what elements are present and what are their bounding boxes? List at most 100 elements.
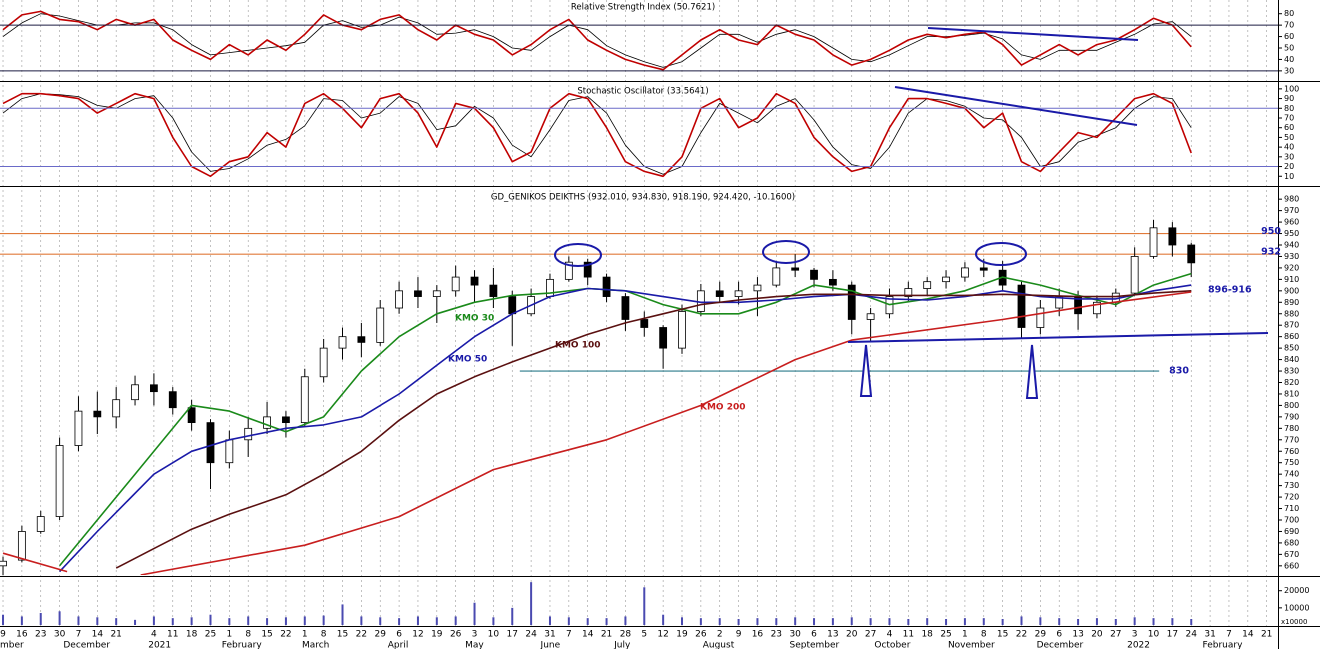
volume-bar	[96, 617, 99, 625]
y-tick-label: 950	[1284, 229, 1299, 238]
candle-body	[564, 261, 573, 280]
unit-label: x10000	[1281, 618, 1307, 626]
x-tick-label: 15	[337, 630, 348, 640]
volume-bar	[39, 613, 42, 625]
candle-body	[319, 347, 328, 378]
volume-bar	[662, 614, 665, 625]
volume-bar	[926, 618, 929, 625]
month-label: mber	[0, 641, 24, 649]
x-tick-label: 30	[54, 630, 66, 640]
volume-bar	[228, 618, 231, 625]
month-label: March	[302, 641, 329, 649]
y-tick-label: 780	[1284, 424, 1299, 433]
y-tick-label: 10	[1284, 172, 1294, 181]
candle-body	[866, 313, 875, 320]
x-tick-label: 1	[226, 630, 232, 640]
volume-bar	[963, 618, 966, 625]
candle-body	[74, 410, 83, 446]
x-tick-label: 1	[962, 630, 968, 640]
x-tick-label: 25	[940, 630, 951, 640]
volume-bar	[473, 602, 476, 625]
x-tick-label: 22	[356, 630, 367, 640]
volume-bar	[511, 607, 514, 625]
x-tick-label: 13	[1072, 630, 1083, 640]
panel	[2, 10, 1192, 71]
candle-body	[17, 531, 26, 561]
y-tick-label: 890	[1284, 298, 1299, 307]
x-tick-label: 21	[601, 630, 612, 640]
indicator-line	[2, 92, 1192, 178]
candle-body	[904, 288, 913, 297]
candle-body	[470, 276, 479, 286]
volume-bar	[115, 618, 118, 625]
volume-bar	[982, 618, 985, 625]
x-tick-label: 21	[110, 630, 121, 640]
volume-bar	[945, 619, 948, 625]
candle-body	[961, 267, 969, 278]
x-tick-label: 28	[620, 630, 632, 640]
volume-bar	[379, 617, 382, 625]
candle-body	[734, 290, 743, 297]
y-tick-label: 910	[1284, 275, 1299, 284]
panel-title: GD_GENIKOS DEIKTHS (932.010, 934.830, 91…	[491, 193, 795, 203]
volume-bar	[20, 616, 23, 625]
candle-body	[583, 261, 592, 278]
x-tick-label: 19	[431, 630, 443, 640]
volume-bar	[322, 615, 325, 625]
y-tick-label: 810	[1284, 389, 1299, 398]
volume-bar	[699, 618, 702, 625]
x-tick-label: 8	[245, 630, 251, 640]
y-tick-label: 10000	[1284, 603, 1309, 612]
volume-bar	[77, 616, 80, 625]
candle-body	[206, 422, 215, 464]
candle-body	[1187, 244, 1196, 264]
candle-body	[640, 319, 649, 328]
x-tick-label: 31	[1204, 630, 1215, 640]
panel	[2, 582, 1193, 625]
candle-body	[979, 267, 988, 271]
x-tick-label: 15	[997, 630, 1008, 640]
x-tick-label: 2	[717, 630, 723, 640]
volume-bar	[190, 617, 193, 625]
moving-average	[58, 272, 1192, 567]
candle-body	[376, 307, 385, 343]
x-tick-label: 22	[280, 630, 291, 640]
y-tick-label: 20000	[1284, 586, 1309, 595]
x-tick-label: 27	[1110, 630, 1121, 640]
y-tick-label: 30	[1284, 66, 1294, 75]
volume-bar	[284, 617, 287, 625]
candle-body	[678, 311, 686, 349]
candle-body	[150, 384, 158, 393]
candle-body	[187, 407, 196, 424]
month-label: April	[388, 641, 409, 649]
volume-bar	[266, 618, 269, 625]
volume-bar	[907, 619, 910, 625]
panel-title: Relative Strength Index (50.7621)	[571, 3, 715, 13]
volume-bar	[1001, 619, 1004, 625]
moving-average	[115, 290, 1192, 569]
x-tick-label: 3	[472, 630, 478, 640]
x-tick-label: 7	[1226, 630, 1232, 640]
indicator-line	[2, 10, 1192, 71]
x-tick-label: 9	[736, 630, 742, 640]
y-tick-label: 930	[1284, 252, 1299, 261]
month-label: September	[790, 641, 840, 649]
month-label: June	[540, 641, 561, 649]
volume-bar	[756, 618, 759, 625]
x-tick-label: 4	[151, 630, 157, 640]
month-label: July	[613, 641, 631, 649]
candle-body	[414, 290, 422, 297]
y-tick-label: 760	[1284, 447, 1299, 456]
series-label: KMO 30	[455, 314, 494, 324]
y-tick-label: 60	[1284, 123, 1294, 132]
volume-bar	[492, 617, 495, 625]
month-label: 2022	[1127, 641, 1150, 649]
volume-bar	[624, 616, 627, 625]
x-tick-label: 10	[1148, 630, 1160, 640]
trend-line	[847, 332, 1269, 343]
x-tick-label: 4	[887, 630, 893, 640]
y-tick-label: 750	[1284, 458, 1299, 467]
candle-body	[395, 290, 403, 309]
y-tick-label: 50	[1284, 133, 1294, 142]
volume-bar	[1171, 618, 1174, 625]
